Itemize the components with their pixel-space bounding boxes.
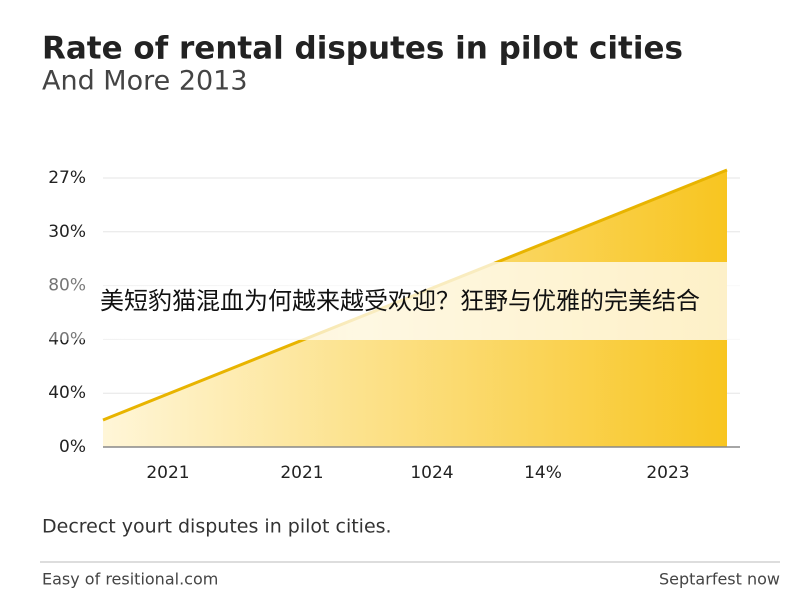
title: Rate of rental disputes in pilot cities — [42, 31, 683, 67]
x-tick-label: 2021 — [280, 463, 323, 483]
caption: Decrect yourt disputes in pilot cities. — [42, 516, 392, 538]
footer-right: Septarfest now — [659, 570, 780, 589]
overlay-band — [0, 262, 800, 340]
y-tick-label: 40% — [48, 383, 86, 403]
x-tick-label: 1024 — [410, 463, 453, 483]
x-tick-label: 14% — [524, 463, 562, 483]
x-tick-label: 2023 — [646, 463, 689, 483]
subtitle: And More 2013 — [42, 66, 248, 97]
overlay-text: 美短豹猫混血为何越来越受欢迎？狂野与优雅的完美结合 — [100, 287, 700, 315]
y-tick-label: 30% — [48, 222, 86, 242]
footer-left: Easy of resitional.com — [42, 570, 218, 589]
x-tick-label: 2021 — [146, 463, 189, 483]
y-tick-label: 0% — [59, 437, 86, 457]
y-tick-label: 27% — [48, 168, 86, 188]
